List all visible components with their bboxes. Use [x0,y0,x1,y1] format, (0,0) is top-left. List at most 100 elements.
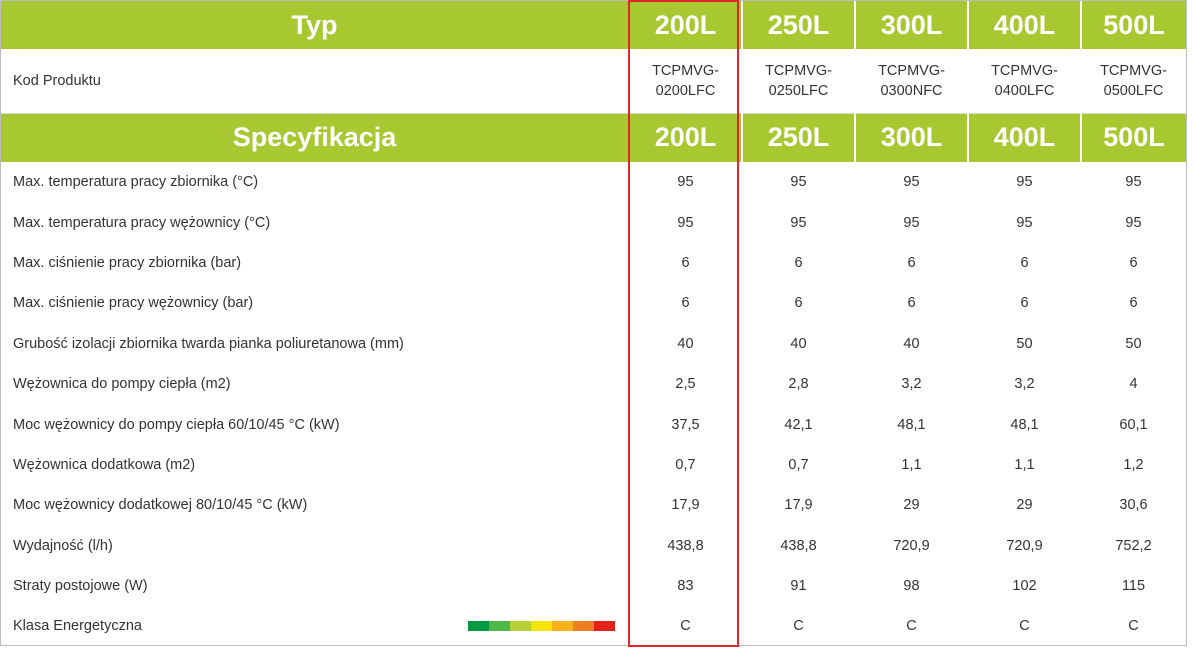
cell-400l: 3,2 [1014,376,1035,393]
row-label: Moc wężownicy do pompy ciepła 60/10/45 °… [13,416,340,433]
energy-scale-segment [468,621,489,632]
type-header-label: Typ [1,1,629,49]
type-header-400l: 400L [967,1,1081,49]
energy-scale-segment [510,621,531,632]
cell-250l: 42,1 [784,416,813,433]
cell-300l: 29 [903,497,920,514]
cell-250l: 2,8 [788,376,809,393]
table-row: Max. temperatura pracy zbiornika (°C) 95… [1,162,1186,202]
table-row: Max. ciśnienie pracy wężownicy (bar) 6 6… [1,283,1186,323]
cell-400l: 95 [1016,214,1033,231]
product-code-500l: TCPMVG- 0500LFC [1081,49,1186,114]
cell-400l: 1,1 [1014,456,1035,473]
type-header-200l: 200L [628,1,742,49]
cell-200l: 83 [677,578,694,595]
table-row: Max. ciśnienie pracy zbiornika (bar) 6 6… [1,243,1186,283]
table-row: Klasa Energetyczna C C C C C [1,606,1186,645]
cell-300l: 95 [903,214,920,231]
cell-400l: 48,1 [1010,416,1039,433]
cell-400l: 50 [1016,335,1033,352]
cell-250l: C [793,618,804,635]
cell-300l: 40 [903,335,920,352]
cell-500l: 60,1 [1119,416,1148,433]
spec-header-500l: 500L [1080,113,1186,162]
table-row: Max. temperatura pracy wężownicy (°C) 95… [1,202,1186,242]
cell-300l: 6 [907,295,916,312]
cell-300l: 1,1 [901,456,922,473]
cell-400l: 29 [1016,497,1033,514]
cell-300l: C [906,618,917,635]
row-label: Wężownica do pompy ciepła (m2) [13,376,231,393]
type-header-250l: 250L [741,1,855,49]
cell-500l: 4 [1129,376,1138,393]
spec-header-row: Specyfikacja 200L 250L 300L 400L 500L [1,113,1186,162]
cell-250l: 6 [794,254,803,271]
cell-200l: 37,5 [671,416,700,433]
row-label: Straty postojowe (W) [13,578,148,595]
code-line-2: 0400LFC [994,82,1055,99]
cell-500l: 95 [1125,174,1142,191]
cell-250l: 40 [790,335,807,352]
code-line-2: 0200LFC [655,82,716,99]
cell-200l: 6 [681,295,690,312]
cell-250l: 0,7 [788,456,809,473]
cell-500l: 115 [1121,578,1146,595]
energy-scale-bar [468,621,615,632]
cell-200l: 0,7 [675,456,696,473]
cell-500l: 6 [1129,295,1138,312]
table-row: Wężownica dodatkowa (m2) 0,7 0,7 1,1 1,1… [1,445,1186,485]
row-label: Klasa Energetyczna [13,618,142,635]
row-label: Grubość izolacji zbiornika twarda pianka… [13,335,404,352]
cell-400l: C [1019,618,1030,635]
cell-300l: 6 [907,254,916,271]
code-line-1: TCPMVG- [878,62,945,79]
row-label: Moc wężownicy dodatkowej 80/10/45 °C (kW… [13,497,308,514]
table-row: Moc wężownicy dodatkowej 80/10/45 °C (kW… [1,485,1186,525]
cell-300l: 48,1 [897,416,926,433]
row-label: Max. ciśnienie pracy zbiornika (bar) [13,254,242,271]
cell-250l: 95 [790,174,807,191]
product-code-200l: TCPMVG- 0200LFC [629,49,742,114]
code-line-1: TCPMVG- [991,62,1058,79]
row-label: Max. temperatura pracy wężownicy (°C) [13,214,271,231]
energy-scale-segment [573,621,594,632]
cell-500l: 30,6 [1119,497,1148,514]
cell-200l: 40 [677,335,694,352]
cell-200l: 95 [677,174,694,191]
cell-300l: 3,2 [901,376,922,393]
cell-200l: 2,5 [675,376,696,393]
spec-header-label: Specyfikacja [1,113,629,162]
cell-250l: 91 [790,578,807,595]
spec-header-250l: 250L [741,113,855,162]
cell-500l: 50 [1125,335,1142,352]
cell-300l: 98 [903,578,920,595]
code-line-2: 0500LFC [1103,82,1164,99]
cell-200l: 6 [681,254,690,271]
table-row: Wydajność (l/h) 438,8 438,8 720,9 720,9 … [1,526,1186,566]
row-label: Max. temperatura pracy zbiornika (°C) [13,174,259,191]
product-code-row: Kod Produktu TCPMVG- 0200LFC TCPMVG- 0250L… [1,49,1186,114]
cell-500l: C [1128,618,1139,635]
cell-500l: 6 [1129,254,1138,271]
cell-400l: 6 [1020,254,1029,271]
type-header-500l: 500L [1080,1,1186,49]
row-label: Max. ciśnienie pracy wężownicy (bar) [13,295,254,312]
cell-200l: 95 [677,214,694,231]
cell-200l: C [680,618,691,635]
row-label: Wydajność (l/h) [13,537,113,554]
row-label: Wężownica dodatkowa (m2) [13,456,196,473]
cell-300l: 720,9 [893,537,930,554]
type-header-300l: 300L [854,1,968,49]
energy-class-label-cell: Klasa Energetyczna [1,606,629,645]
energy-scale-segment [489,621,510,632]
cell-200l: 438,8 [667,537,704,554]
type-header-row: Typ 200L 250L 300L 400L 500L [1,1,1186,49]
code-line-2: 0300NFC [880,82,943,99]
product-code-400l: TCPMVG- 0400LFC [968,49,1081,114]
cell-400l: 102 [1012,578,1037,595]
cell-500l: 752,2 [1115,537,1152,554]
product-code-250l: TCPMVG- 0250LFC [742,49,855,114]
energy-scale-segment [531,621,552,632]
